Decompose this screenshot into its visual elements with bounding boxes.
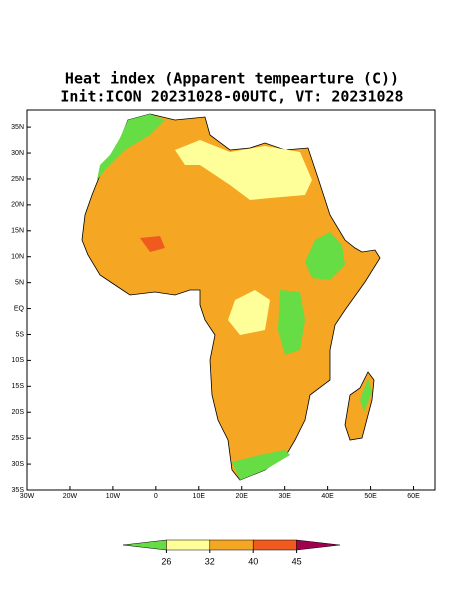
southafrica-green [232, 450, 290, 480]
y-tick-label: 35S [12, 487, 25, 494]
subtitle: Init:ICON 20231028-00UTC, VT: 20231028 [60, 88, 403, 106]
x-tick-label: 20E [236, 493, 249, 500]
colorbar-tick-label: 45 [292, 556, 302, 566]
ethiopia-green [305, 232, 345, 280]
map-area [81, 113, 381, 481]
x-tick-label: 30W [20, 493, 35, 500]
y-tick-label: EQ [14, 305, 25, 312]
x-tick-label: 50E [364, 493, 377, 500]
colorbar-tick-label: 26 [161, 556, 171, 566]
x-tick-label: 0 [154, 493, 158, 500]
plot-frame [26, 109, 436, 491]
title: Heat index (Apparent tempearture (C)) [65, 70, 399, 88]
y-tick-label: 15S [12, 383, 25, 390]
colorbar-segment [296, 539, 341, 551]
x-tick-label: 40E [321, 493, 334, 500]
madagascar [344, 371, 375, 441]
colorbar-segment [252, 539, 297, 551]
y-tick-label: 25S [12, 435, 25, 442]
y-tick-label: 25N [11, 176, 24, 183]
eastafrica-green [278, 290, 305, 355]
y-tick-label: 30N [11, 150, 24, 157]
africa [81, 113, 381, 481]
x-tick-label: 30E [278, 493, 291, 500]
x-tick-label: 60E [407, 493, 420, 500]
madagascar-green [360, 378, 372, 412]
y-tick-label: 20N [11, 202, 24, 209]
colorbar-tick-label: 32 [205, 556, 215, 566]
y-tick-label: 30S [12, 461, 25, 468]
y-tick-label: 10S [12, 357, 25, 364]
colorbar-segment [209, 539, 254, 551]
sahara-yellow [175, 140, 312, 200]
y-tick-label: 20S [12, 409, 25, 416]
colorbar-segment [166, 539, 211, 551]
x-tick-label: 10E [193, 493, 206, 500]
x-tick-label: 20W [63, 493, 78, 500]
north-green [97, 114, 165, 180]
colorbar-tick-label: 40 [248, 556, 258, 566]
congo-yellow [228, 290, 270, 335]
sahel-red [140, 236, 165, 252]
y-tick-label: 5S [15, 331, 24, 338]
y-tick-label: 35N [11, 124, 24, 131]
y-tick-label: 10N [11, 254, 24, 261]
y-tick-label: 5N [15, 279, 24, 286]
x-tick-label: 10W [106, 493, 121, 500]
colorbar-segment [122, 539, 167, 551]
y-tick-label: 15N [11, 228, 24, 235]
colorbar: 26 32 40 45 [122, 539, 341, 566]
